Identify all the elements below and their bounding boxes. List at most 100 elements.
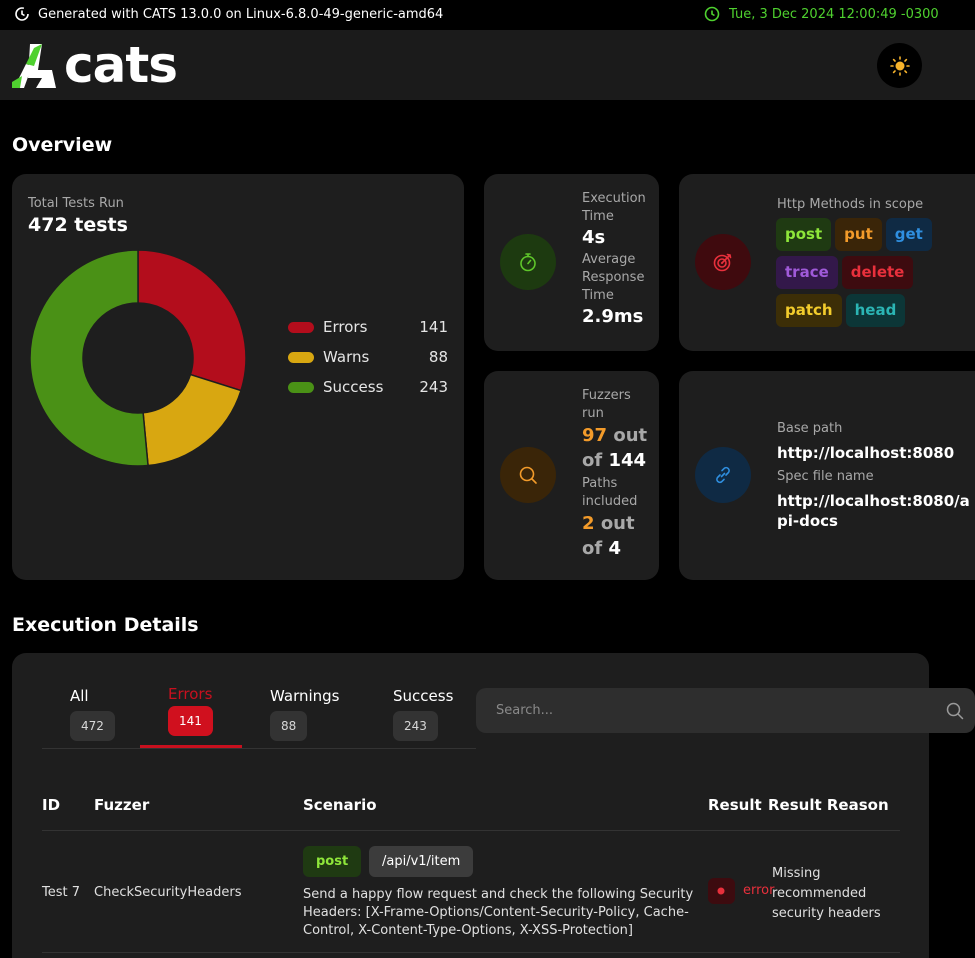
tabs-divider: [42, 748, 476, 749]
donut-slice-warns[interactable]: [142, 373, 242, 467]
avg-response-value: 2.9ms: [582, 306, 644, 327]
logo-text: cats: [64, 36, 178, 94]
base-path-card: Base path http://localhost:8080 Spec fil…: [679, 371, 975, 580]
row-scenario: Send a happy flow request and check the …: [303, 887, 694, 938]
http-methods-card: Http Methods in scope post put get trace del…: [679, 174, 975, 351]
column-result-reason[interactable]: Result Reason: [768, 796, 889, 814]
spec-file-value: http://localhost:8080/api-docs: [777, 492, 970, 530]
legend-swatch: [288, 381, 314, 393]
target-icon: [713, 253, 732, 272]
base-path-label: Base path: [777, 421, 843, 436]
total-tests-card: Total Tests Run 472 tests Errors 141 Warns…: [12, 174, 464, 580]
execution-time-card: Execution Time 4s Average Response Time …: [484, 174, 659, 351]
method-badge-post: post: [776, 218, 832, 251]
legend-label: Success: [323, 378, 384, 396]
legend-item-warns[interactable]: Warns 88: [288, 342, 448, 372]
history-icon: [15, 7, 29, 21]
search-icon-wrap: [500, 447, 556, 503]
link-icon: [716, 466, 730, 484]
stopwatch-icon-wrap: [500, 234, 556, 290]
tab-warnings-label: Warnings: [270, 687, 340, 705]
cats-logo[interactable]: cats: [12, 36, 178, 94]
magnifier-icon: [519, 466, 537, 484]
row-method-badge: post: [303, 846, 362, 877]
total-tests-value: 472 tests: [28, 214, 128, 236]
legend-swatch: [288, 321, 314, 333]
paths-included-value: 2 out of 4: [582, 511, 656, 561]
column-result[interactable]: Result: [708, 796, 762, 814]
row-result-badge: [708, 878, 735, 904]
tab-warnings[interactable]: Warnings 88: [270, 687, 340, 741]
row-fuzzer: CheckSecurityHeaders: [94, 885, 242, 900]
search-box: [476, 688, 975, 733]
tab-success-label: Success: [393, 687, 454, 705]
fuzzers-run-count: 97: [582, 425, 608, 446]
column-scenario[interactable]: Scenario: [303, 796, 377, 814]
tab-success-count: 243: [393, 711, 438, 741]
fuzzers-run-label: Fuzzers run: [582, 388, 631, 421]
fuzzers-run-value: 97 out of 144: [582, 423, 656, 473]
tab-errors-label: Errors: [168, 685, 213, 703]
tab-success[interactable]: Success 243: [393, 687, 453, 741]
row-result-text: error: [743, 883, 775, 898]
paths-included-label: Paths included: [582, 476, 638, 509]
base-path-value: http://localhost:8080: [777, 444, 955, 462]
fuzzers-card: Fuzzers run 97 out of 144 Paths included…: [484, 371, 659, 580]
method-badge-patch: patch: [776, 294, 842, 327]
top-bar: Generated with CATS 13.0.0 on Linux-6.8.…: [0, 0, 975, 30]
link-icon-wrap: [695, 447, 751, 503]
tab-warnings-count: 88: [270, 711, 308, 741]
legend-item-success[interactable]: Success 243: [288, 372, 448, 402]
sun-icon: [889, 55, 910, 76]
legend-swatch: [288, 351, 314, 363]
tab-all[interactable]: All 472: [70, 687, 115, 741]
legend-value: 141: [419, 318, 448, 336]
search-input[interactable]: [496, 688, 916, 733]
error-dot-icon: [717, 887, 725, 895]
target-icon-wrap: [695, 234, 751, 290]
date-text: Tue, 3 Dec 2024 12:00:49 -0300: [729, 6, 939, 22]
execution-time-value: 4s: [582, 227, 606, 248]
http-methods-list: post put get trace delete patch head: [776, 218, 966, 327]
chart-legend: Errors 141 Warns 88 Success 243: [288, 312, 448, 402]
table-row-divider: [42, 952, 900, 953]
legend-value: 88: [428, 348, 448, 366]
header: cats: [0, 30, 975, 100]
paths-out-of: out of: [582, 513, 635, 559]
column-id[interactable]: ID: [42, 796, 61, 814]
results-donut-chart: [29, 249, 247, 467]
legend-item-errors[interactable]: Errors 141: [288, 312, 448, 342]
legend-value: 243: [419, 378, 448, 396]
search-icon[interactable]: [946, 702, 964, 720]
method-badge-put: put: [835, 218, 882, 251]
theme-toggle-button[interactable]: [877, 43, 922, 88]
method-badge-delete: delete: [841, 256, 914, 289]
table-header-divider: [42, 830, 900, 831]
row-id: Test 7: [42, 885, 81, 900]
overview-title: Overview: [12, 134, 113, 156]
method-badge-trace: trace: [776, 256, 838, 289]
legend-label: Warns: [323, 348, 370, 366]
tab-errors[interactable]: Errors 141: [140, 685, 242, 749]
column-fuzzer[interactable]: Fuzzer: [94, 796, 150, 814]
row-path-badge: /api/v1/item: [369, 846, 474, 877]
donut-slice-success[interactable]: [29, 249, 149, 467]
total-tests-label: Total Tests Run: [28, 196, 124, 211]
tab-all-count: 472: [70, 711, 115, 741]
row-result-reason: Missing recommended security headers: [772, 866, 881, 921]
stopwatch-icon: [520, 253, 536, 272]
method-badge-get: get: [885, 218, 932, 251]
spec-file-label: Spec file name: [777, 469, 874, 484]
fuzzers-total: 144: [608, 450, 647, 471]
legend-label: Errors: [323, 318, 368, 336]
method-badge-head: head: [845, 294, 906, 327]
cats-logo-icon: [12, 44, 56, 88]
tab-errors-count: 141: [168, 706, 213, 736]
generated-text: Generated with CATS 13.0.0 on Linux-6.8.…: [38, 6, 444, 22]
avg-response-label: Average Response Time: [582, 252, 645, 303]
fuzzers-out-of: out of: [582, 425, 648, 471]
donut-slice-errors[interactable]: [137, 249, 247, 392]
clock-icon: [704, 6, 720, 22]
http-methods-label: Http Methods in scope: [777, 197, 924, 212]
execution-details-title: Execution Details: [12, 614, 199, 636]
